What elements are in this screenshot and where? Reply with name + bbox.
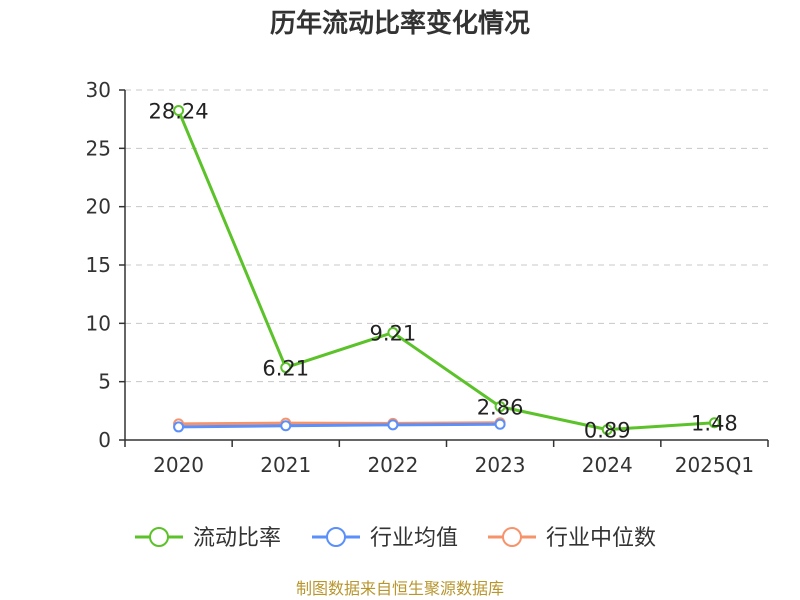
data-point: [387, 327, 399, 339]
data-point: [173, 421, 185, 433]
data-point: [387, 419, 399, 431]
series-line-0: [177, 109, 715, 432]
data-label: 2.86: [477, 396, 524, 420]
legend-label: 行业均值: [370, 526, 458, 551]
legend-marker: [326, 527, 346, 547]
x-tick-label: 2023: [475, 453, 526, 477]
x-tick-label: 2021: [260, 453, 311, 477]
x-tick-label: 2020: [153, 453, 204, 477]
series-line-1: [178, 422, 501, 429]
source-note: 制图数据来自恒生聚源数据库: [296, 579, 504, 598]
data-label: 28.24: [149, 100, 209, 124]
data-point: [494, 418, 506, 430]
data-label: 9.21: [370, 322, 417, 346]
data-point: [708, 417, 720, 429]
legend-label: 行业中位数: [546, 526, 656, 551]
axes: 0 5 10 15 20 25 30 2020 2021 2022 2023 2024 2025Q1: [86, 78, 769, 477]
y-tick-label: 30: [86, 78, 111, 102]
data-point: [601, 424, 613, 436]
legend-item[interactable]: 行业均值: [312, 526, 458, 551]
y-tick-label: 10: [86, 311, 111, 335]
y-tick-label: 15: [86, 253, 111, 277]
grid-lines: [125, 89, 768, 383]
chart-title: 历年流动比率变化情况: [270, 8, 530, 39]
data-label: 0.89: [584, 419, 631, 443]
y-tick-label: 5: [98, 370, 111, 394]
legend-marker: [149, 527, 169, 547]
data-point: [280, 420, 292, 432]
legend-marker: [502, 527, 522, 547]
y-tick-label: 0: [98, 428, 111, 452]
data-point: [494, 401, 506, 413]
legend-item[interactable]: 行业中位数: [488, 526, 656, 551]
data-label: 1.48: [691, 412, 738, 436]
x-tick-label: 2024: [582, 453, 633, 477]
legend[interactable]: 流动比率 行业均值 行业中位数: [135, 526, 656, 551]
legend-label: 流动比率: [193, 526, 281, 551]
data-point: [173, 105, 185, 117]
legend-item[interactable]: 流动比率: [135, 526, 281, 551]
series: [173, 105, 720, 436]
x-tick-label: 2025Q1: [675, 453, 754, 477]
y-tick-label: 25: [86, 136, 111, 160]
x-tick-label: 2022: [367, 453, 418, 477]
y-tick-label: 20: [86, 195, 111, 219]
data-point: [280, 362, 292, 374]
data-label: 6.21: [262, 357, 309, 381]
data-labels: 28.24 6.21 9.21 2.86 0.89 1.48: [149, 100, 738, 443]
